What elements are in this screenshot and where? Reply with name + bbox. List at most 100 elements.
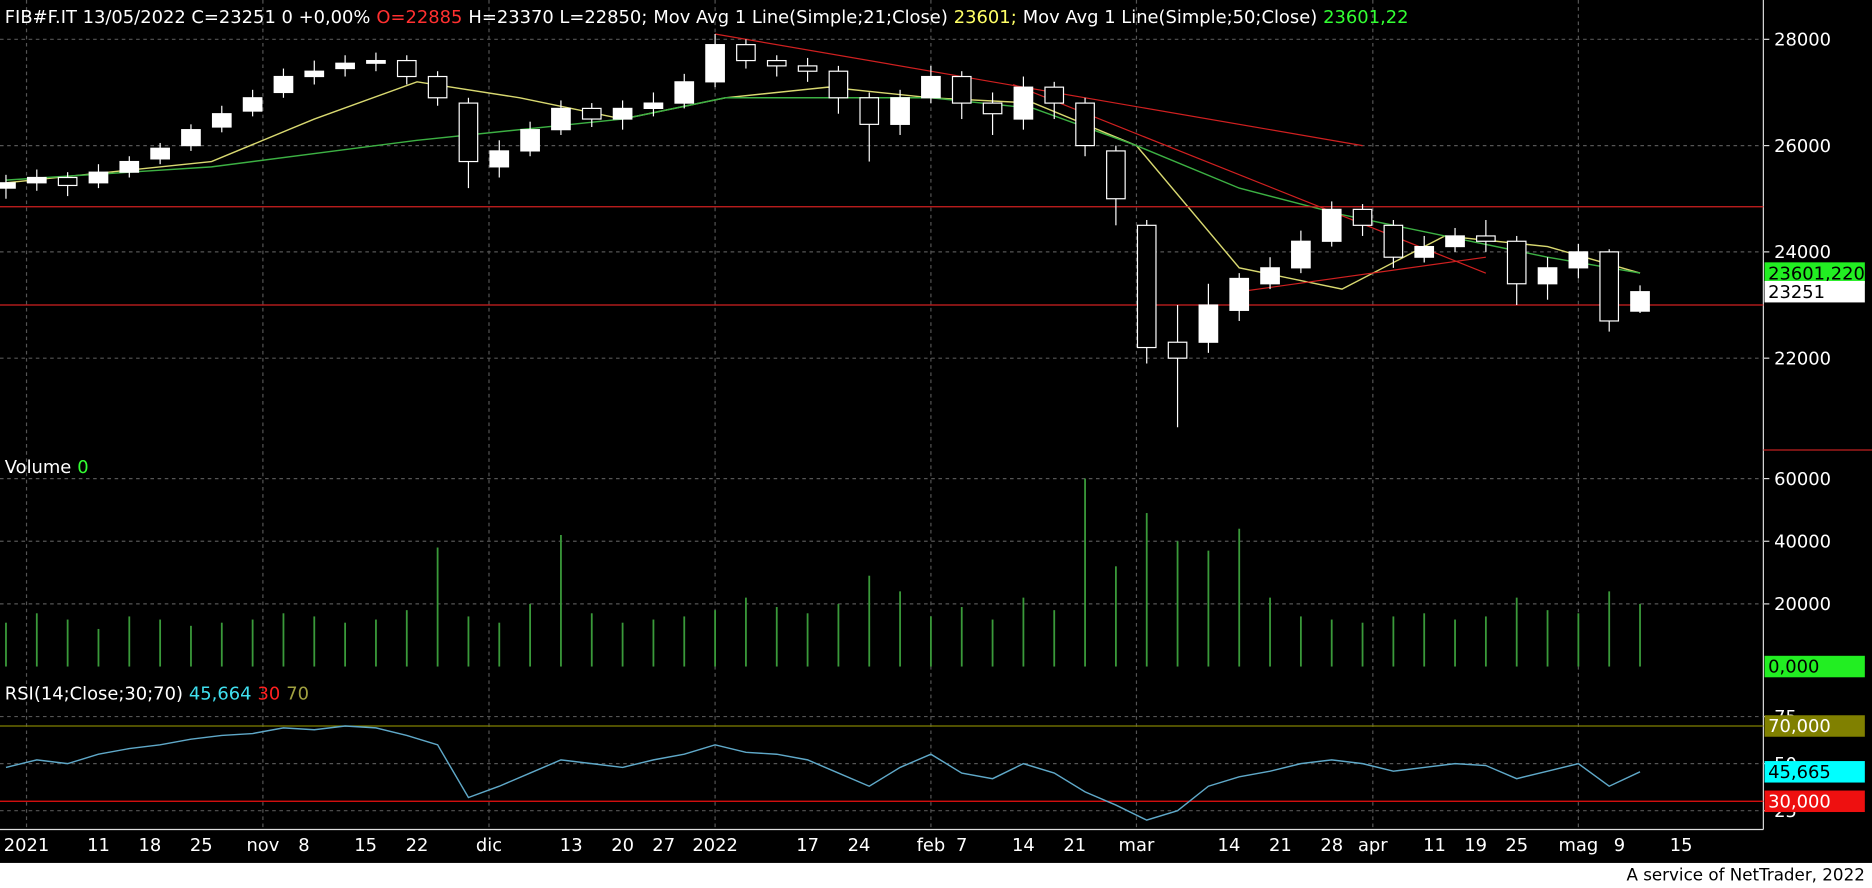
volume-bar xyxy=(1608,591,1611,667)
candle-body xyxy=(797,65,818,72)
x-tick-label: 25 xyxy=(190,835,213,856)
volume-bar xyxy=(1515,597,1518,667)
volume-bar xyxy=(1577,613,1580,667)
candle-body xyxy=(982,102,1003,115)
candle-body xyxy=(366,59,386,64)
candle-body xyxy=(119,160,140,173)
x-tick-label: 17 xyxy=(796,835,819,856)
candle-body xyxy=(458,102,479,163)
title-part: FIB#F.IT 13/05/2022 C=23251 0 +0,00% xyxy=(5,7,371,28)
candle-body xyxy=(828,70,849,99)
trend-line xyxy=(1239,256,1486,293)
volume-bar xyxy=(1022,597,1025,667)
volume-bar xyxy=(436,547,439,667)
x-tick-label: 7 xyxy=(956,835,967,856)
candle-body xyxy=(1568,251,1589,269)
moving-average-line xyxy=(5,97,1641,274)
title-part: Mov Avg 1 Line(Simple;50;Close) xyxy=(1023,7,1317,28)
candle-body xyxy=(489,150,510,168)
y-tick-label: 40000 xyxy=(1774,531,1831,552)
level-badge xyxy=(1764,715,1865,737)
value-badge xyxy=(1764,761,1865,783)
volume-bar xyxy=(899,591,901,667)
x-tick-label: nov xyxy=(246,835,279,856)
candle-body xyxy=(551,107,571,131)
volume-bar xyxy=(930,616,932,667)
candle-body xyxy=(273,75,294,94)
volume-bar xyxy=(190,625,192,667)
candle-body xyxy=(1260,267,1280,285)
volume-bar xyxy=(837,603,840,667)
candle-body xyxy=(88,171,109,184)
x-tick-label: 20 xyxy=(611,835,634,856)
volume-bar xyxy=(1639,603,1641,667)
candle-body xyxy=(1506,240,1527,285)
candle-body xyxy=(57,176,78,187)
volume-bar xyxy=(683,616,686,667)
volume-bar xyxy=(375,619,377,667)
volume-bar xyxy=(1330,619,1333,667)
candle-body xyxy=(1321,208,1342,242)
volume-bar xyxy=(220,622,223,667)
x-tick-label: mar xyxy=(1119,835,1155,856)
candle-body xyxy=(705,44,725,83)
volume-bar xyxy=(1299,616,1302,667)
volume-bar xyxy=(5,622,7,667)
volume-bar xyxy=(1484,616,1487,667)
volume-bar xyxy=(775,607,778,667)
candle-body xyxy=(181,129,201,147)
candle-body xyxy=(1414,245,1435,258)
volume-bar xyxy=(590,613,593,667)
volume-bar xyxy=(1361,622,1364,667)
title-part: Mov Avg 1 Line(Simple;21;Close) xyxy=(653,7,947,28)
x-tick-label: 9 xyxy=(1614,835,1625,856)
value-badge xyxy=(1764,262,1865,284)
candle-body xyxy=(1476,235,1496,242)
panel-title: FIB#F.IT 13/05/2022 C=23251 0 +0,00% O=22… xyxy=(5,7,1409,28)
candle-body xyxy=(674,81,695,104)
candle-body xyxy=(612,107,633,120)
x-tick-label: feb xyxy=(917,835,946,856)
candle-body xyxy=(1013,86,1034,120)
candle-body xyxy=(1106,150,1126,200)
candle-body xyxy=(1445,235,1465,248)
volume-bar xyxy=(128,616,131,667)
y-tick-label: 60000 xyxy=(1774,469,1831,490)
candle-body xyxy=(1537,267,1558,285)
volume-bar xyxy=(1084,478,1086,667)
x-tick-label: 11 xyxy=(1423,835,1446,856)
volume-bar xyxy=(1392,616,1395,667)
value-badge xyxy=(1764,655,1865,678)
volume-bar xyxy=(745,597,747,667)
volume-bar xyxy=(560,534,562,667)
trend-line xyxy=(714,33,1363,147)
x-tick-label: mag xyxy=(1558,835,1598,856)
candle-body xyxy=(396,59,417,78)
x-tick-label: 15 xyxy=(1670,835,1693,856)
x-tick-label: 14 xyxy=(1218,835,1241,856)
volume-bar xyxy=(806,613,809,667)
volume-bar xyxy=(282,613,285,667)
candle-body xyxy=(581,107,602,120)
volume-bar xyxy=(1145,513,1148,667)
title-part: 70 xyxy=(286,684,309,705)
title-part: RSI(14;Close;30;70) xyxy=(5,684,183,705)
candle-body xyxy=(427,75,448,99)
candle-body xyxy=(951,75,972,104)
volume-bar xyxy=(344,622,347,667)
x-tick-label: 21 xyxy=(1269,835,1292,856)
candle-body xyxy=(766,59,787,67)
x-tick-label: 15 xyxy=(354,835,377,856)
candle-body xyxy=(520,129,540,152)
candle-body xyxy=(921,75,941,99)
title-part: 0 xyxy=(77,457,88,478)
y-tick-label: 24000 xyxy=(1774,242,1831,263)
volume-bar xyxy=(714,610,716,667)
candle-body xyxy=(1136,224,1157,349)
x-tick-label: 8 xyxy=(298,835,309,856)
moving-average-line xyxy=(5,81,1641,290)
level-badge-label: 30,000 xyxy=(1768,791,1831,812)
rsi-line xyxy=(5,725,1641,821)
